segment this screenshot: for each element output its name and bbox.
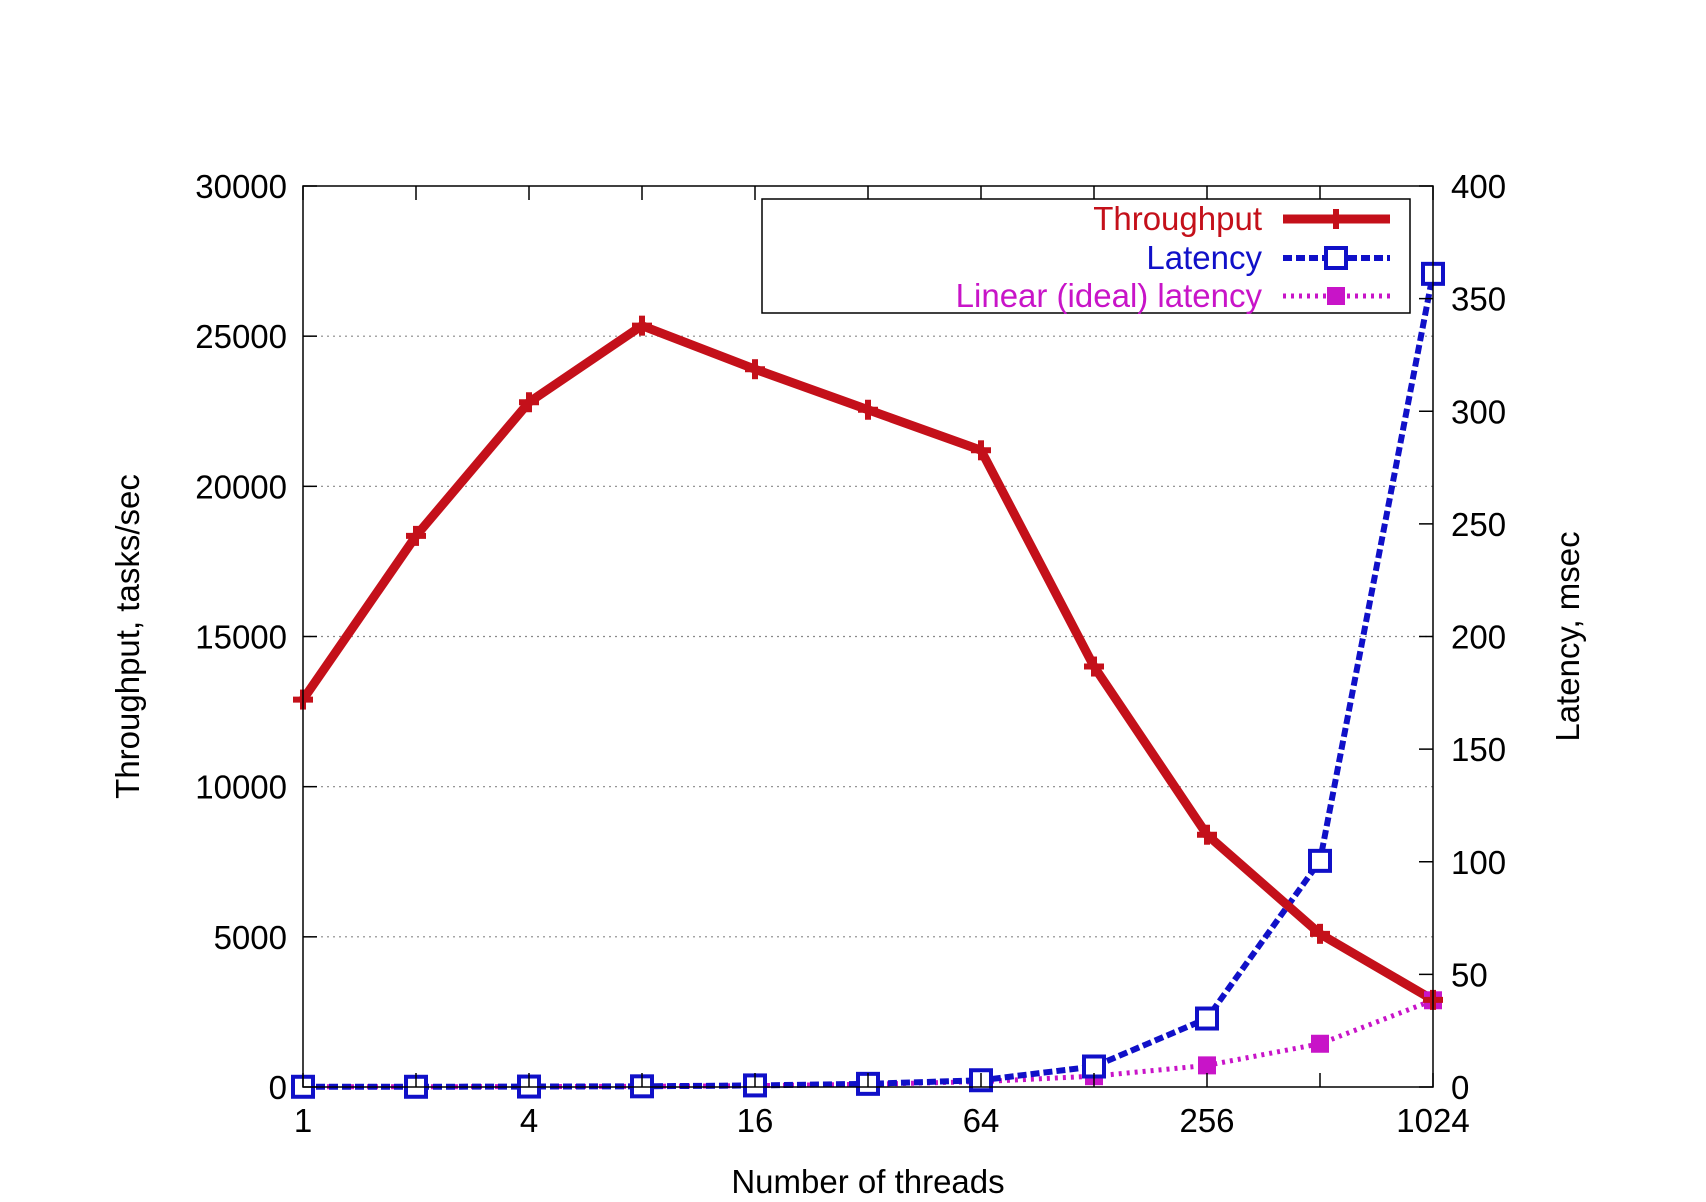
throughput-point <box>406 525 426 546</box>
y2-tick-label: 0 <box>1451 1069 1469 1106</box>
y2-tick-label: 400 <box>1451 168 1506 205</box>
latency-point <box>1195 1006 1219 1031</box>
throughput-point <box>519 392 539 413</box>
y2-tick-label: 200 <box>1451 619 1506 656</box>
x-tick-label: 16 <box>737 1102 774 1139</box>
axis-ticks: 0 5000 10000 15000 20000 25000 30000 0 50 100 150 2… <box>195 168 1506 1139</box>
y-tick-label: 30000 <box>195 168 287 205</box>
y-axis-title: Throughput, tasks/sec <box>109 474 146 799</box>
y-tick-label: 0 <box>269 1069 287 1106</box>
throughput-point <box>1326 209 1346 229</box>
y-tick-label: 25000 <box>195 318 287 355</box>
x-tick-label: 1024 <box>1396 1102 1469 1139</box>
latency-point <box>1308 848 1332 873</box>
x-axis-title: Number of threads <box>731 1163 1004 1200</box>
x-tick-label: 1 <box>294 1102 312 1139</box>
throughput-line <box>299 321 1436 1004</box>
y2-tick-label: 100 <box>1451 844 1506 881</box>
y2-axis-title: Latency, msec <box>1549 531 1586 741</box>
throughput-point <box>858 399 878 420</box>
y2-tick-label: 150 <box>1451 731 1506 768</box>
throughput-point <box>745 359 765 380</box>
x-tick-label: 4 <box>520 1102 538 1139</box>
latency-points <box>291 261 1445 1099</box>
latency-line <box>303 273 1436 1090</box>
latency-point <box>1324 246 1348 270</box>
y-tick-label: 15000 <box>195 619 287 656</box>
x-tick-label: 256 <box>1179 1102 1234 1139</box>
legend-label: Throughput <box>1093 200 1262 237</box>
y2-tick-label: 350 <box>1451 281 1506 318</box>
series-layer <box>291 261 1445 1099</box>
ideal-latency-point <box>1327 287 1345 305</box>
x-tick-label: 64 <box>963 1102 1000 1139</box>
y2-tick-label: 250 <box>1451 506 1506 543</box>
y-tick-label: 5000 <box>214 919 287 956</box>
throughput-point <box>1084 656 1104 677</box>
throughput-point <box>632 315 652 336</box>
legend-label: Linear (ideal) latency <box>956 277 1263 314</box>
ideal-latency-point <box>1311 1034 1329 1053</box>
y-tick-label: 20000 <box>195 468 287 505</box>
throughput-point <box>971 440 991 461</box>
throughput-point <box>1310 923 1330 944</box>
y-tick-label: 10000 <box>195 769 287 806</box>
legend-label: Latency <box>1146 239 1262 276</box>
throughput-points <box>293 315 1443 1010</box>
throughput-point <box>1197 824 1217 845</box>
y2-tick-label: 50 <box>1451 956 1488 993</box>
gridlines <box>303 335 1433 938</box>
y2-tick-label: 300 <box>1451 393 1506 430</box>
ideal-latency-point <box>1198 1056 1216 1075</box>
